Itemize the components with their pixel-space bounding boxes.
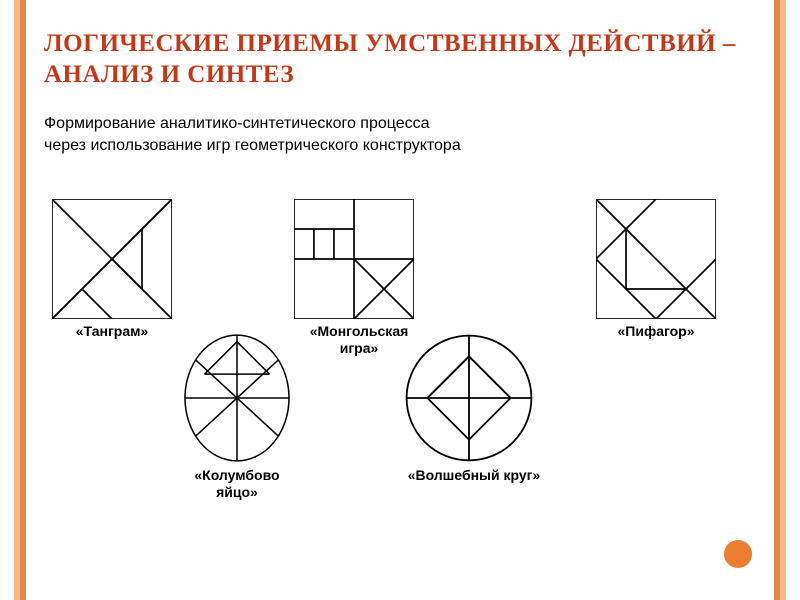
columbus-label: «Колумбово яйцо» (182, 467, 292, 501)
figure-magic-circle: «Волшебный круг» (404, 333, 544, 484)
stripe-inner (20, 0, 26, 600)
figure-columbus-egg: «Колумбово яйцо» (182, 333, 292, 501)
figure-pythagoras: «Пифагор» (596, 199, 716, 340)
mongolian-svg (294, 199, 414, 319)
magic-circle-label: «Волшебный круг» (404, 467, 544, 484)
columbus-svg (182, 333, 292, 463)
side-stripe-right (774, 0, 786, 600)
accent-dot (724, 540, 752, 568)
pythagoras-label: «Пифагор» (596, 323, 716, 340)
side-stripe-left (14, 0, 26, 600)
slide-subtitle: Формирование аналитико-синтетического пр… (44, 113, 756, 158)
slide-title: ЛОГИЧЕСКИЕ ПРИЕМЫ УМСТВЕННЫХ ДЕЙСТВИЙ – … (44, 28, 756, 91)
subtitle-line-2: через использование игр геометрического … (44, 137, 461, 154)
subtitle-line-1: Формирование аналитико-синтетического пр… (44, 115, 430, 132)
stripe-outer (780, 0, 786, 600)
magic-circle-svg (404, 333, 534, 463)
slide-content: ЛОГИЧЕСКИЕ ПРИЕМЫ УМСТВЕННЫХ ДЕЙСТВИЙ – … (44, 28, 756, 600)
tangram-svg (52, 199, 172, 319)
tangram-label: «Танграм» (52, 323, 172, 340)
figure-tangram: «Танграм» (52, 199, 172, 340)
figures-area: «Танграм» «Монгольская игра» (44, 181, 756, 521)
pythagoras-svg (596, 199, 716, 319)
